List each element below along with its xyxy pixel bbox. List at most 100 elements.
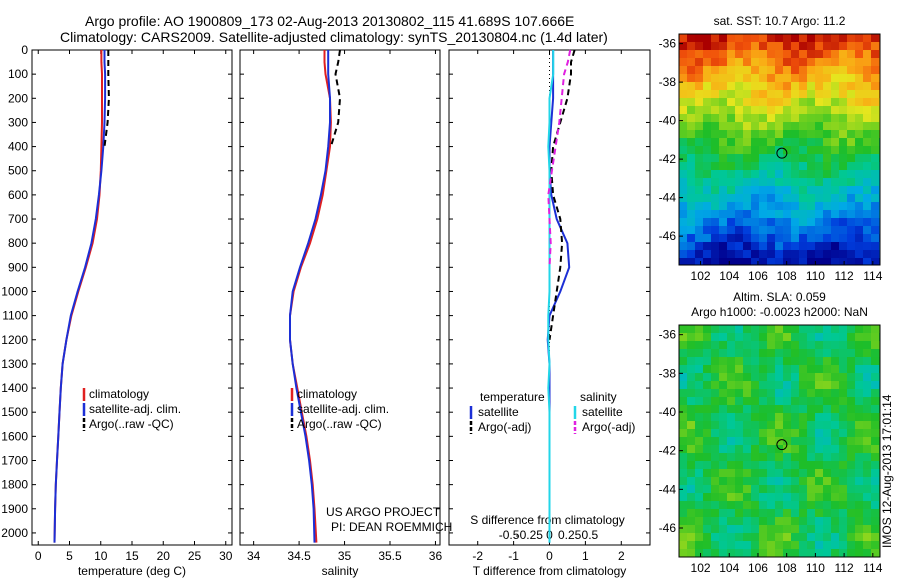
map-cell (799, 178, 807, 186)
map-cell (751, 445, 759, 453)
map-cell (831, 325, 839, 333)
map-cell (863, 445, 871, 453)
map-cell (799, 405, 807, 413)
map-cell (727, 50, 735, 58)
map-cell (727, 517, 735, 525)
map-cell (695, 170, 703, 178)
map-cell (839, 90, 847, 98)
map-cell (871, 413, 879, 421)
map-cell (711, 397, 719, 405)
map-cell (679, 226, 687, 234)
map-cell (815, 178, 823, 186)
map-cell (799, 82, 807, 90)
map-cell (799, 74, 807, 82)
map-cell (743, 114, 751, 122)
map-cell (735, 437, 743, 445)
map-cell (839, 461, 847, 469)
map-cell (839, 405, 847, 413)
series-line (547, 50, 555, 543)
map-cell (871, 250, 879, 258)
map-cell (711, 34, 719, 42)
map-cell (807, 42, 815, 50)
map-cell (871, 469, 879, 477)
map-cell (831, 178, 839, 186)
map-cell (807, 437, 815, 445)
map-cell (719, 66, 727, 74)
map-cell (807, 170, 815, 178)
map-cell (735, 461, 743, 469)
map-cell (719, 397, 727, 405)
map-cell (871, 186, 879, 194)
map-cell (831, 413, 839, 421)
map-cell (847, 114, 855, 122)
map-cell (679, 349, 687, 357)
map-cell (871, 66, 879, 74)
map-cell (703, 146, 711, 154)
map-cell (823, 226, 831, 234)
map-cell (807, 509, 815, 517)
map-cell (807, 349, 815, 357)
map-cell (735, 154, 743, 162)
map-cell (839, 549, 847, 557)
x-tick-label: 0 (35, 549, 42, 563)
map-cell (711, 525, 719, 533)
map-cell (759, 66, 767, 74)
map-cell (871, 74, 879, 82)
map-cell (767, 541, 775, 549)
map-cell (687, 82, 695, 90)
figure-title-line-2: Climatology: CARS2009. Satellite-adjuste… (60, 29, 608, 45)
map-cell (839, 50, 847, 58)
map-cell (711, 98, 719, 106)
map-cell (767, 90, 775, 98)
map-cell (807, 178, 815, 186)
map-cell (855, 178, 863, 186)
map-cell (767, 34, 775, 42)
map-cell (775, 258, 783, 265)
map-cell (855, 437, 863, 445)
map-cell (735, 90, 743, 98)
map-cell (703, 74, 711, 82)
y-tick-label: 1300 (1, 357, 28, 371)
map-cell (743, 533, 751, 541)
map-cell (783, 349, 791, 357)
map-cell (767, 170, 775, 178)
map-cell (791, 509, 799, 517)
map-cell (727, 445, 735, 453)
map-cell (719, 122, 727, 130)
map-cell (799, 258, 807, 265)
map-cell (743, 381, 751, 389)
map-cell (727, 333, 735, 341)
map-cell (783, 525, 791, 533)
map-cell (695, 549, 703, 557)
map-cell (703, 477, 711, 485)
map-cell (679, 373, 687, 381)
map-cell (727, 146, 735, 154)
map-cell (735, 210, 743, 218)
map-cell (687, 445, 695, 453)
map-cell (775, 341, 783, 349)
x-tick-label: 106 (748, 561, 768, 575)
map-cell (839, 373, 847, 381)
map-cell (807, 453, 815, 461)
map-cell (807, 533, 815, 541)
map-cell (807, 234, 815, 242)
map-cell (847, 517, 855, 525)
map-cell (847, 154, 855, 162)
y-tick-label: 1800 (1, 478, 28, 492)
map-cell (791, 421, 799, 429)
map-cell (687, 517, 695, 525)
map-cell (863, 82, 871, 90)
map-cell (759, 381, 767, 389)
map-cell (703, 250, 711, 258)
map-cell (823, 493, 831, 501)
map-cell (823, 114, 831, 122)
map-cell (727, 106, 735, 114)
map-cell (775, 493, 783, 501)
map-cell (799, 365, 807, 373)
map-cell (823, 202, 831, 210)
map-cell (679, 66, 687, 74)
map-cell (743, 162, 751, 170)
map-cell (783, 130, 791, 138)
map-cell (759, 226, 767, 234)
map-cell (695, 405, 703, 413)
